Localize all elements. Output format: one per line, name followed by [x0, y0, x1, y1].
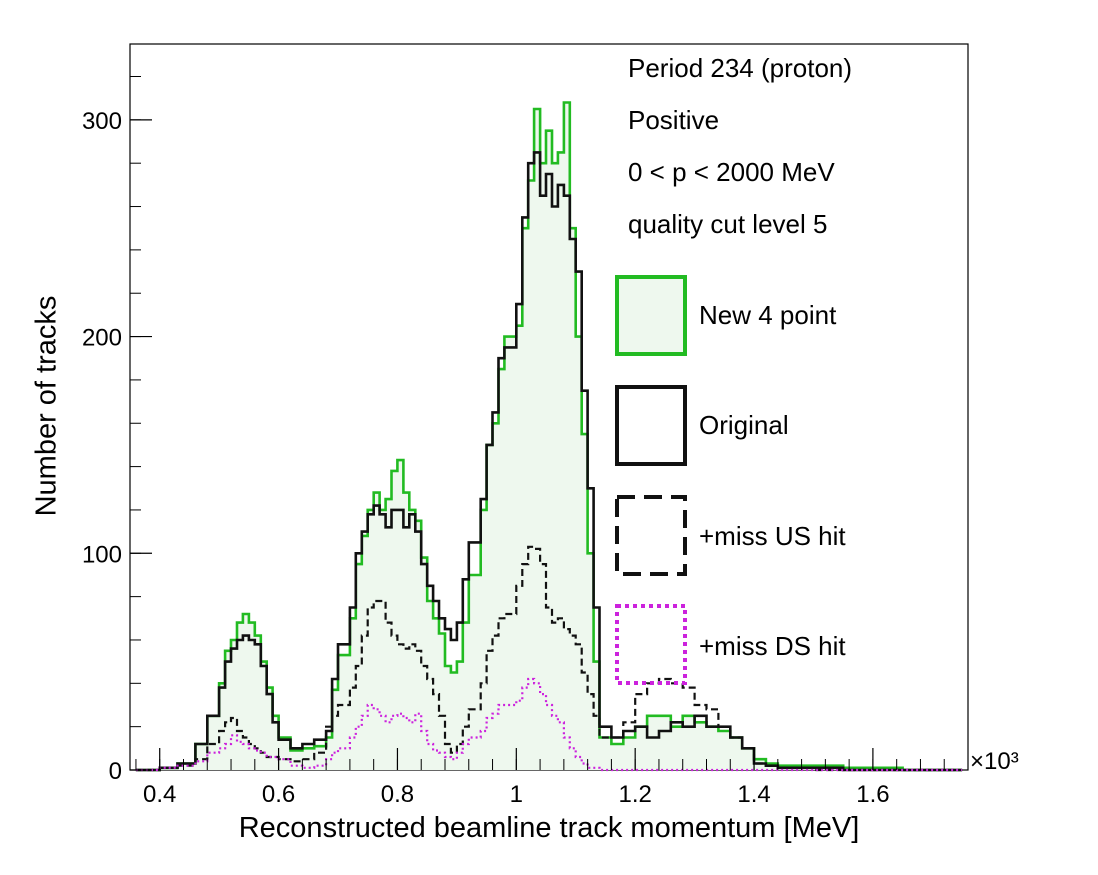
legend-swatch-miss-us-hit	[615, 495, 687, 576]
x-tick-label: 1.6	[856, 781, 889, 808]
y-tick-label: 200	[82, 325, 122, 352]
series-new-4-point-line	[135, 101, 963, 772]
x-tick-label: 1.2	[618, 781, 651, 808]
legend-label-miss-ds-hit: +miss DS hit	[699, 631, 846, 661]
x-tick-label: 0.8	[381, 781, 414, 808]
x-axis-title: Reconstructed beamline track momentum [M…	[239, 812, 860, 844]
legend-swatch-original	[615, 385, 687, 466]
info-line-momentum-range: 0 < p < 2000 MeV	[628, 157, 835, 187]
y-tick-label: 0	[109, 758, 122, 785]
x-tick-label: 1	[510, 781, 523, 808]
y-axis-title: Number of tracks	[31, 296, 63, 517]
series-miss-ds-hit-line	[135, 677, 963, 772]
x-tick-label: 1.4	[737, 781, 770, 808]
series-original-line	[135, 151, 963, 772]
info-line-charge: Positive	[628, 105, 719, 135]
info-box: Period 234 (proton) Positive 0 < p < 200…	[628, 53, 852, 239]
y-tick-label: 300	[82, 108, 122, 135]
x-tick-label: 0.6	[262, 781, 295, 808]
y-tick-label: 100	[82, 541, 122, 568]
legend-swatch-new-4-point	[615, 275, 687, 356]
series-miss-us-hit-line	[135, 545, 963, 772]
x-multiplier-label: ×10³	[970, 748, 1019, 775]
legend-label-original: Original	[699, 410, 789, 440]
legend-label-miss-us-hit: +miss US hit	[699, 521, 846, 551]
legend-label-new-4-point: New 4 point	[699, 300, 837, 330]
legend-swatch-miss-ds-hit	[615, 604, 687, 685]
legend: New 4 point Original +miss US hit +miss …	[615, 275, 846, 685]
info-line-period: Period 234 (proton)	[628, 53, 852, 83]
info-line-quality-cut: quality cut level 5	[628, 209, 827, 239]
x-tick-label: 0.4	[143, 781, 176, 808]
axis-layer: 0.4 0.6 0.8 1 1.2 1.4 1.6 0 100 200 300	[82, 76, 969, 808]
series-layer	[135, 101, 963, 772]
